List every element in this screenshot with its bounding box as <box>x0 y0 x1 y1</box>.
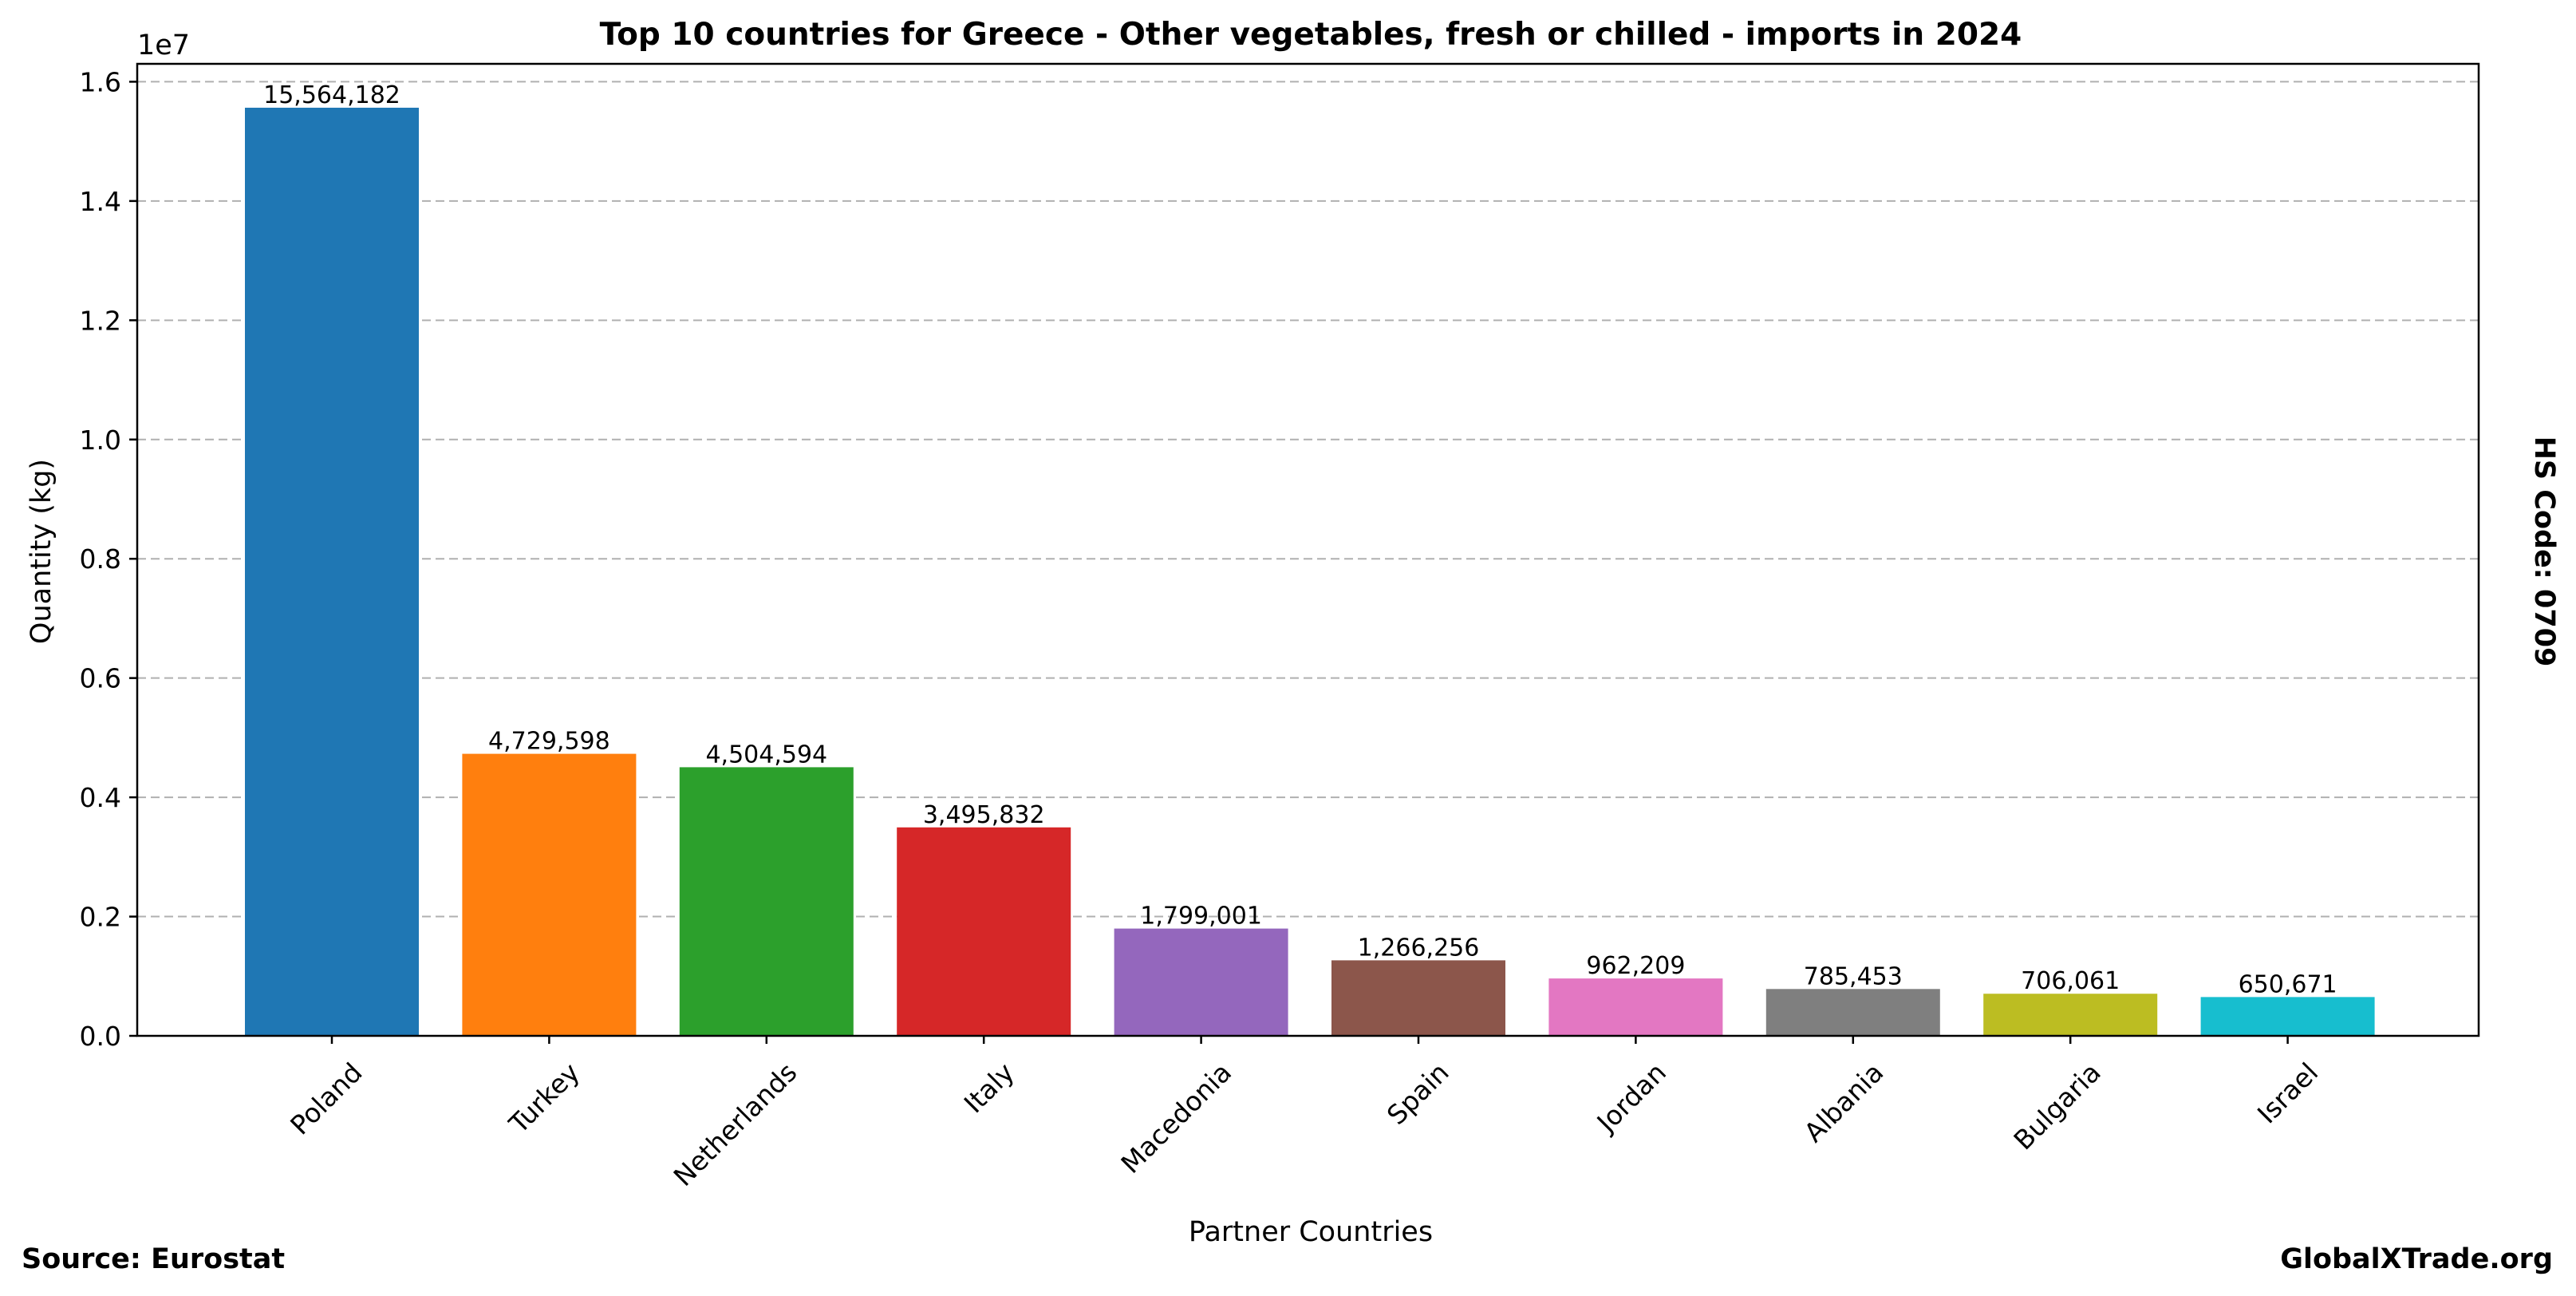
value-label: 1,799,001 <box>1140 903 1262 931</box>
x-tick-label: Poland <box>284 1057 368 1140</box>
y-axis-ticks: 0.0 0.2 0.4 0.6 0.8 1.0 1.2 1.4 1.6 <box>80 66 137 1052</box>
y-offset-label: 1e7 <box>137 30 190 61</box>
value-label: 4,504,594 <box>705 741 827 769</box>
value-label: 3,495,832 <box>923 801 1045 829</box>
y-tick-label: 1.2 <box>80 305 121 336</box>
value-label: 706,061 <box>2021 967 2120 995</box>
y-tick-label: 0.2 <box>80 902 121 933</box>
bar-bulgaria <box>1983 994 2158 1036</box>
bar-albania <box>1765 989 1940 1036</box>
y-tick-label: 1.4 <box>80 186 121 217</box>
bar-israel <box>2200 997 2375 1036</box>
bar-macedonia <box>1114 928 1288 1036</box>
y-tick-label: 0.4 <box>80 782 121 813</box>
value-label: 785,453 <box>1804 962 1903 990</box>
x-tick-label: Italy <box>958 1057 1020 1119</box>
y-tick-label: 1.6 <box>80 66 121 97</box>
source-label: Source: Eurostat <box>22 1243 285 1275</box>
y-tick-label: 0.8 <box>80 543 121 575</box>
bars <box>245 107 2375 1037</box>
bar-turkey <box>462 753 637 1036</box>
hs-code-label: HS Code: 0709 <box>2528 437 2560 667</box>
x-tick-label: Spain <box>1381 1057 1455 1131</box>
value-label: 1,266,256 <box>1358 934 1480 962</box>
bar-poland <box>245 107 419 1037</box>
x-tick-label: Macedonia <box>1114 1057 1237 1179</box>
x-tick-label: Bulgaria <box>2008 1057 2107 1156</box>
y-tick-label: 0.0 <box>80 1021 121 1052</box>
x-tick-label: Albania <box>1798 1057 1890 1148</box>
brand-label: GlobalXTrade.org <box>2280 1243 2553 1275</box>
x-axis-ticks: Poland Turkey Netherlands Italy Macedonia Spa… <box>284 1036 2324 1192</box>
x-axis-label: Partner Countries <box>1189 1216 1433 1248</box>
y-tick-label: 1.0 <box>80 425 121 456</box>
value-label: 650,671 <box>2239 970 2337 998</box>
value-labels: 15,564,182 4,729,598 4,504,594 3,495,832 1,7… <box>263 81 2337 998</box>
x-tick-label: Jordan <box>1590 1057 1672 1139</box>
grid-lines <box>137 81 2479 918</box>
x-tick-label: Turkey <box>503 1057 586 1140</box>
value-label: 4,729,598 <box>488 728 610 756</box>
chart-title: Top 10 countries for Greece - Other vege… <box>600 17 2022 53</box>
bar-italy <box>897 827 1071 1036</box>
x-tick-label: Netherlands <box>668 1057 803 1192</box>
bar-spain <box>1331 960 1505 1036</box>
x-tick-label: Israel <box>2251 1057 2324 1129</box>
bar-netherlands <box>679 767 854 1036</box>
y-tick-label: 0.6 <box>80 663 121 694</box>
value-label: 15,564,182 <box>263 81 400 109</box>
value-label: 962,209 <box>1586 952 1685 980</box>
y-axis-label: Quantity (kg) <box>26 459 57 644</box>
bar-jordan <box>1548 978 1723 1036</box>
plot-frame <box>136 62 2480 1037</box>
